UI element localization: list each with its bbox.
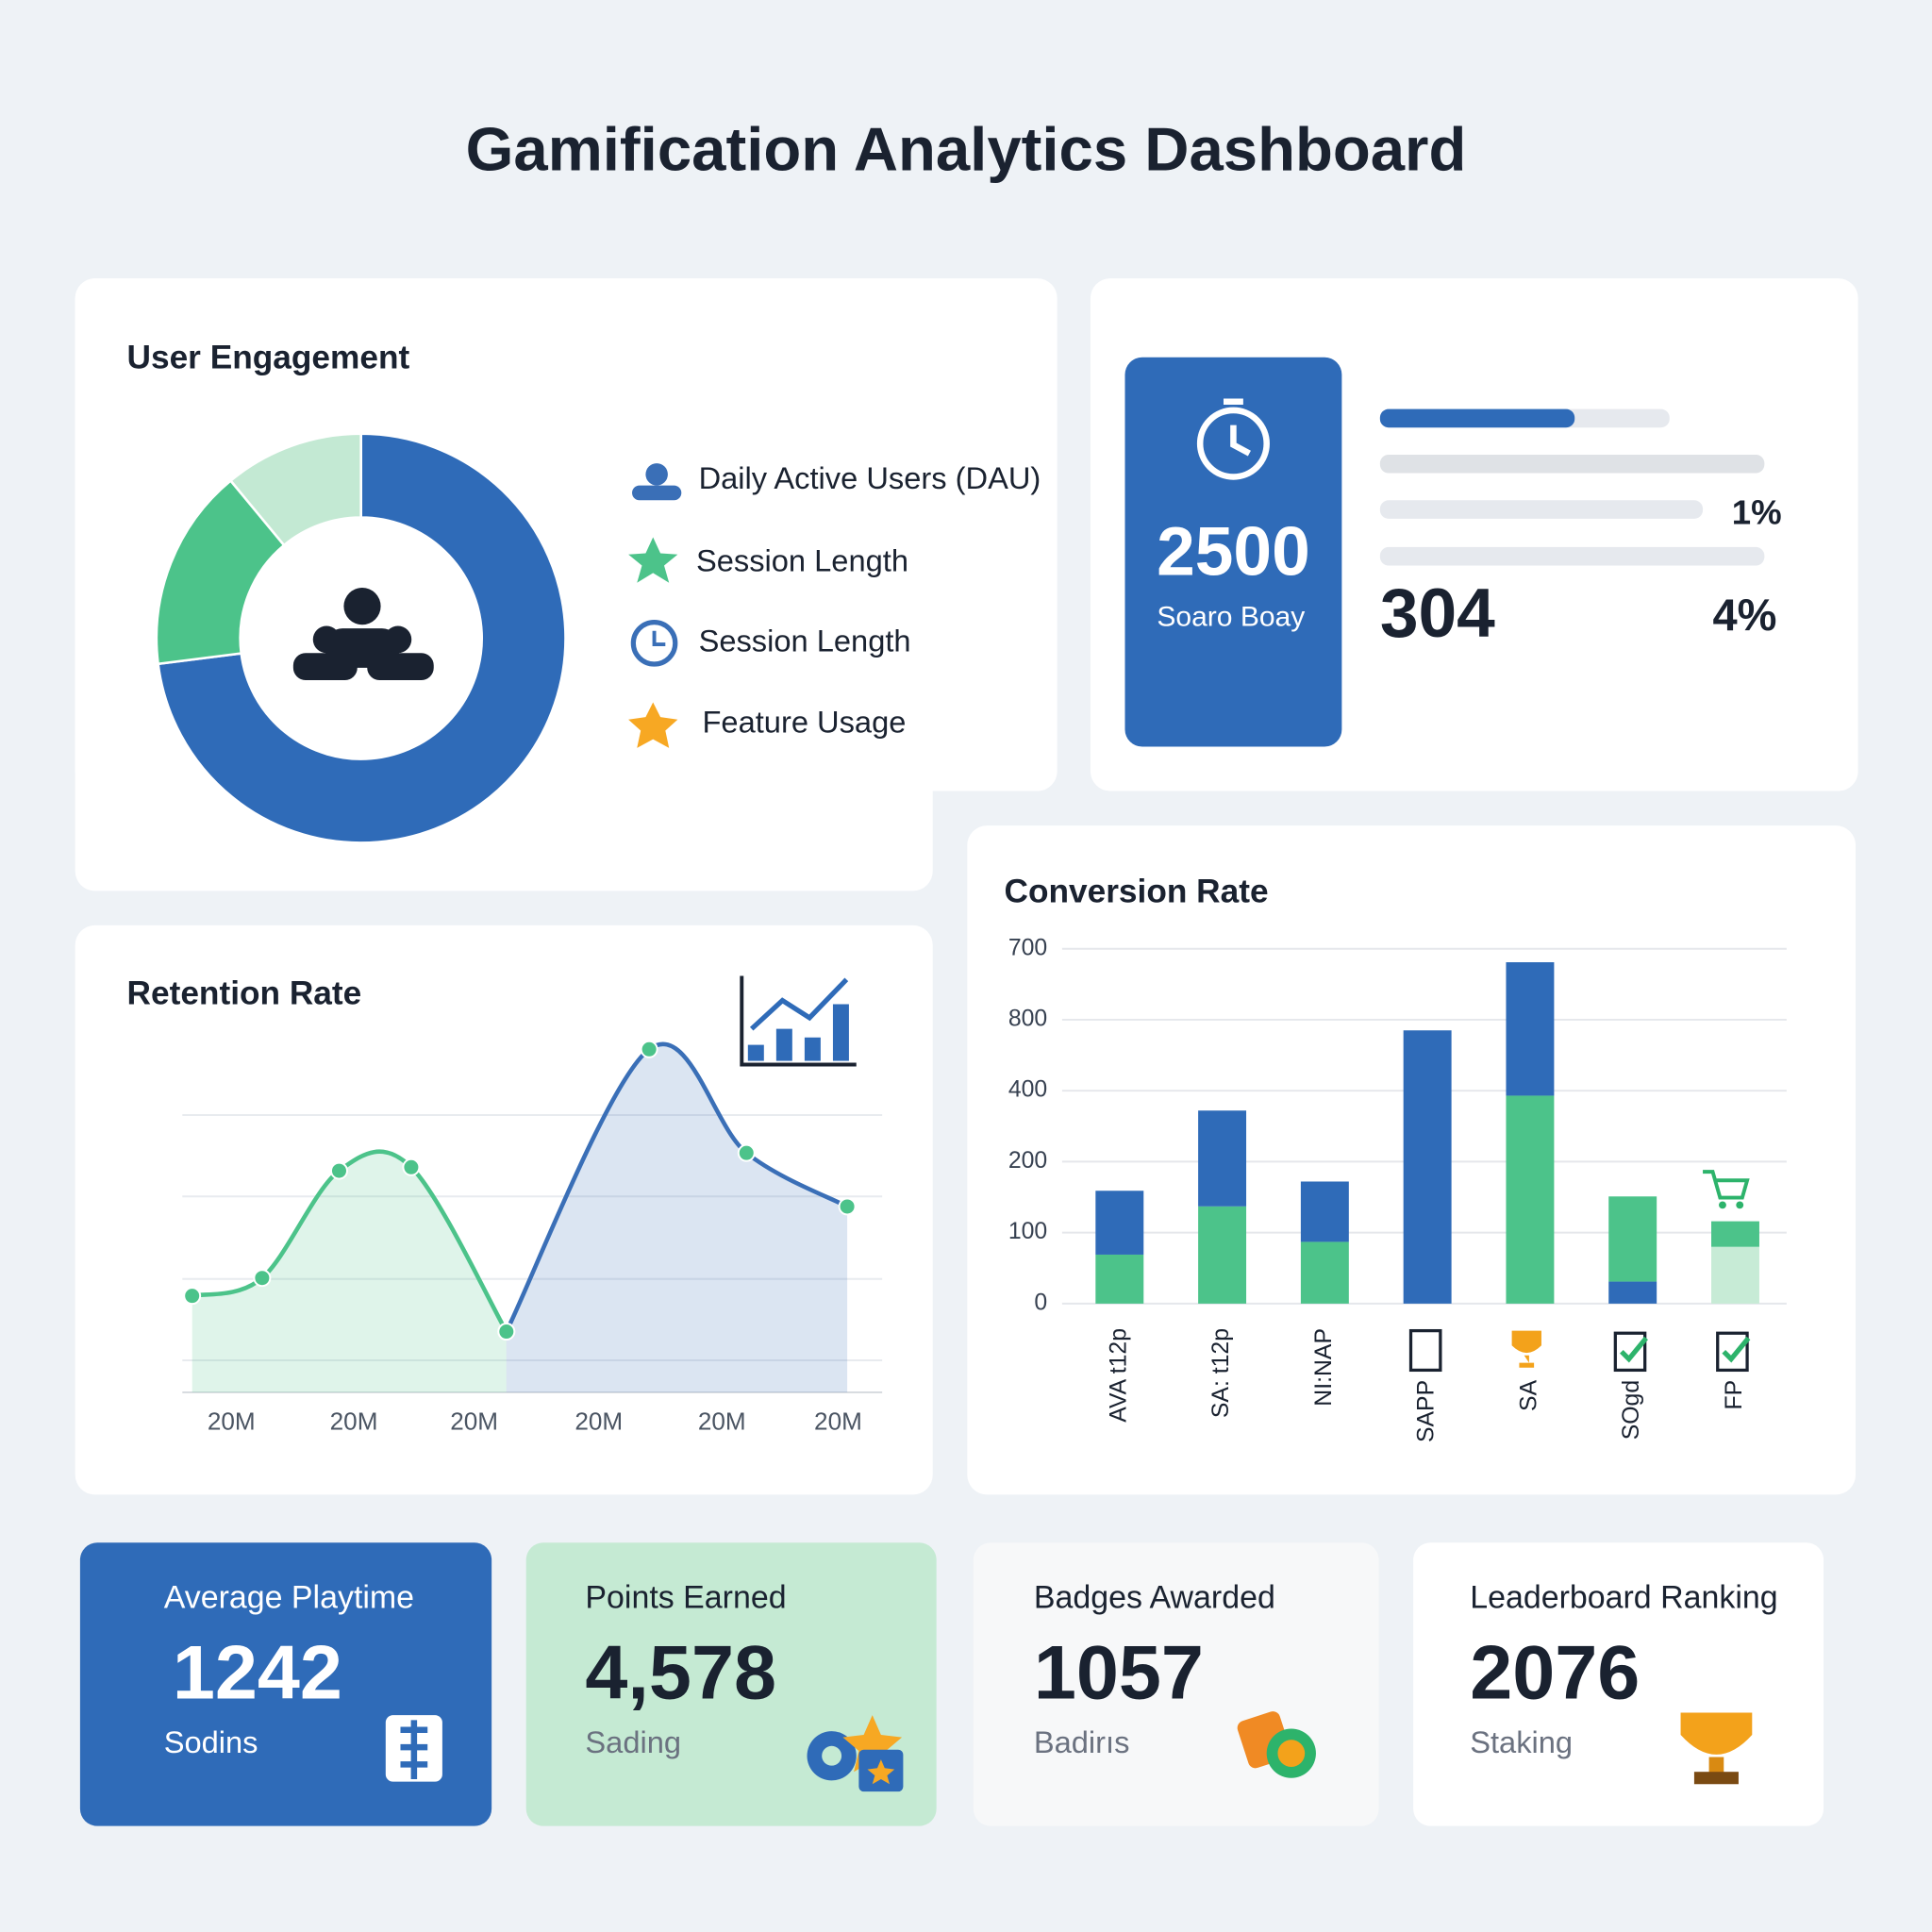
kpi-value: 2076 (1470, 1630, 1640, 1715)
data-point (497, 1323, 516, 1341)
x-tick-label: NI:NAP (1311, 1328, 1337, 1407)
people-icon (292, 588, 434, 680)
card (75, 924, 933, 1495)
bar-segment (1608, 1281, 1657, 1304)
kpi-card (1413, 1542, 1824, 1826)
x-tick-label: SA (1516, 1379, 1541, 1411)
x-tick-label: 20M (330, 1407, 378, 1435)
x-tick-label: 20M (698, 1407, 746, 1435)
x-tick-label: SOgd (1619, 1380, 1644, 1440)
x-tick-label: 20M (450, 1407, 498, 1435)
kpi-value: 1242 (173, 1630, 342, 1715)
bar-segment (1506, 962, 1555, 1096)
cards (75, 278, 1858, 1826)
x-tick-label: 20M (208, 1407, 256, 1435)
bar-segment (1506, 1095, 1555, 1304)
percent-label: 4% (1712, 590, 1776, 640)
bar-segment (1300, 1181, 1349, 1242)
category-icons (1408, 1170, 1751, 1373)
area (506, 1043, 848, 1392)
legend-icons (628, 463, 682, 748)
line-chart: 20M 20M 20M 20M 20M 20M (183, 1040, 862, 1435)
legend-label: Feature Usage (702, 705, 906, 740)
legend-label: Daily Active Users (DAU) (699, 460, 1041, 495)
bar-segment (1095, 1254, 1144, 1304)
bar-segment (1403, 1030, 1452, 1304)
y-tick-label: 0 (1034, 1290, 1047, 1315)
kpi-sub: Sading (585, 1724, 681, 1759)
x-tick-label: AVA t12p (1106, 1328, 1131, 1423)
bar-segment (1711, 1246, 1759, 1304)
y-tick-label: 700 (1008, 935, 1047, 960)
card-title: Retention Rate (127, 975, 362, 1012)
score-card (1124, 357, 1342, 747)
kpi-label: Badges Awarded (1034, 1579, 1275, 1615)
bar-segment (1608, 1196, 1657, 1282)
kpi-label: Average Playtime (164, 1579, 414, 1615)
x-tick-label: 20M (814, 1407, 862, 1435)
donut (155, 432, 567, 844)
kpi-label: Points Earned (585, 1579, 786, 1615)
page-title: Gamification Analytics Dashboard (466, 115, 1467, 184)
donut-segment (228, 432, 362, 547)
score-value: 2500 (1157, 514, 1310, 591)
kpi-icons (385, 1711, 1753, 1792)
data-point (402, 1158, 421, 1176)
progress-bars (1379, 408, 1765, 566)
line (504, 1041, 849, 1333)
legend-label: Session Length (696, 543, 908, 578)
x-tick-label: SA: t12p (1208, 1328, 1234, 1418)
donut-segment (157, 432, 567, 844)
data-point (183, 1287, 202, 1306)
y-tick-label: 200 (1008, 1148, 1047, 1174)
x-tick-label: 20M (575, 1407, 623, 1435)
data-point (253, 1269, 272, 1288)
card-title: User Engagement (127, 340, 410, 376)
bar-segment (1095, 1191, 1144, 1255)
data-point (330, 1161, 348, 1180)
kpi-value: 1057 (1034, 1630, 1204, 1715)
kpi-value: 4,578 (585, 1630, 776, 1715)
legend-label: Session Length (699, 623, 911, 658)
data-point (640, 1040, 658, 1058)
data-point (838, 1197, 857, 1216)
kpi-sub: Sodins (164, 1724, 258, 1759)
count-value: 304 (1380, 575, 1495, 652)
x-tick-label: FP (1722, 1380, 1747, 1410)
x-tick-label: SAPP (1414, 1380, 1440, 1442)
data-point (737, 1143, 756, 1162)
y-tick-label: 800 (1008, 1006, 1047, 1031)
y-tick-label: 400 (1008, 1077, 1047, 1103)
kpi-sub: Badirıs (1034, 1724, 1130, 1759)
area (192, 1151, 507, 1392)
card-title: Conversion Rate (1004, 873, 1268, 909)
percent-label: 1% (1732, 493, 1782, 532)
stopwatch-icon (1196, 398, 1270, 480)
bar-chart: 0 100 200 400 800 700 AVA t12p SA: t12p NI:NAP SA… (1008, 935, 1787, 1442)
y-tick-label: 100 (1008, 1219, 1047, 1244)
bar-segment (1300, 1241, 1349, 1304)
bar-segment (1198, 1206, 1247, 1304)
bar-segment (1198, 1110, 1247, 1207)
chart-icon (740, 975, 857, 1067)
kpi-label: Leaderboard Ranking (1470, 1579, 1777, 1615)
bar-segment (1711, 1221, 1759, 1247)
kpi-sub: Staking (1470, 1724, 1573, 1759)
score-label: Soaro Boay (1157, 602, 1305, 633)
